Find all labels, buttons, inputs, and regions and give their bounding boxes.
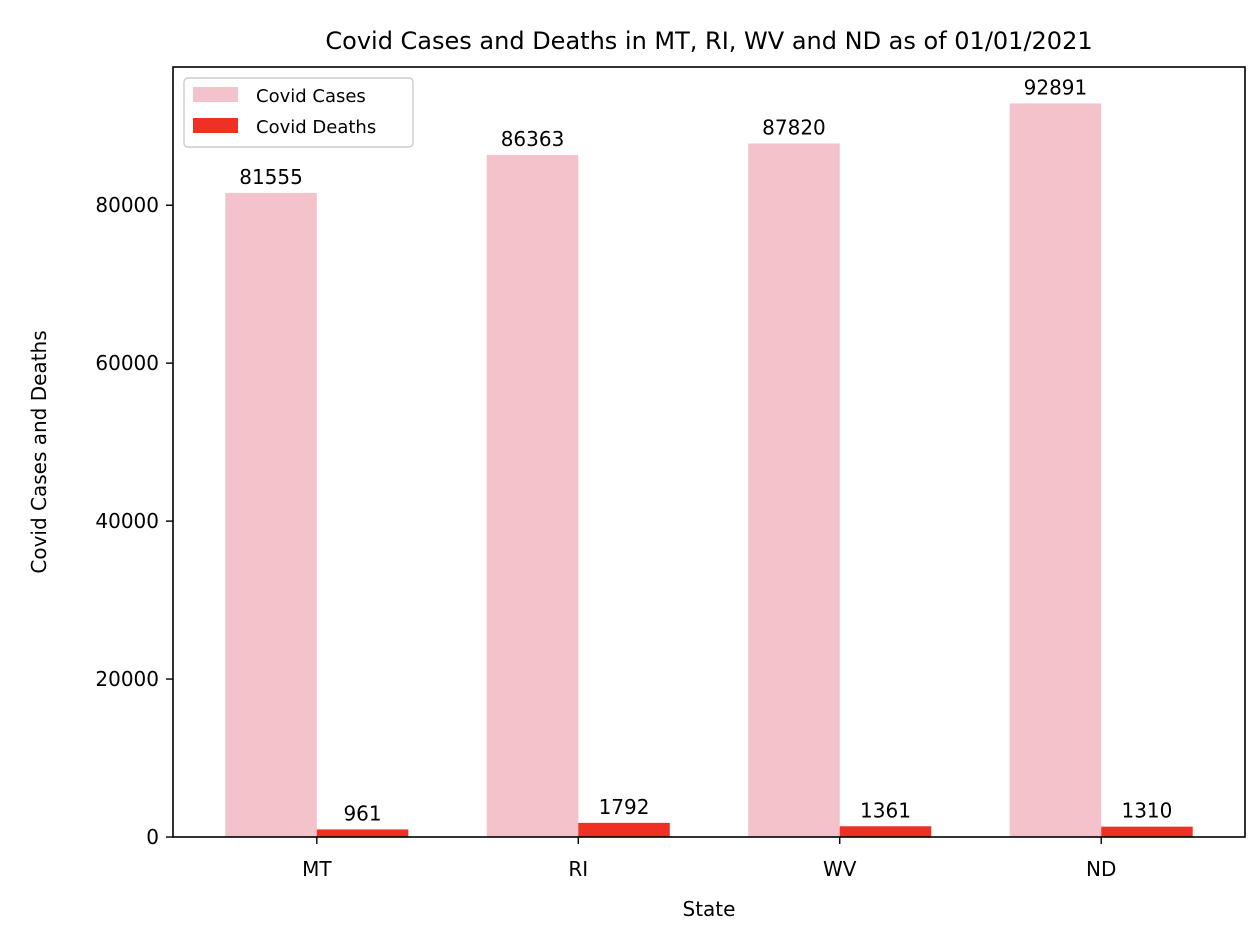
data-label-covid-cases-wv: 87820 xyxy=(762,115,826,139)
data-label-covid-deaths-nd: 1310 xyxy=(1121,799,1172,823)
legend: Covid Cases Covid Deaths xyxy=(183,77,414,148)
bar-covid-deaths-mt xyxy=(316,829,409,837)
bar-covid-cases-wv xyxy=(748,143,840,838)
x-tick-label-wv: WV xyxy=(823,857,857,881)
bar-covid-deaths-wv xyxy=(839,826,932,837)
y-tick-label-20000: 20000 xyxy=(95,667,159,691)
legend-swatch-covid-deaths xyxy=(193,118,238,133)
legend-label-covid-deaths: Covid Deaths xyxy=(256,117,376,138)
plot-frame xyxy=(172,66,1246,838)
legend-box xyxy=(183,77,414,148)
y-tick-label-40000: 40000 xyxy=(95,509,159,533)
data-label-covid-cases-ri: 86363 xyxy=(501,127,565,151)
x-axis-label: State xyxy=(683,897,736,921)
data-label-covid-deaths-wv: 1361 xyxy=(860,798,911,822)
bar-covid-cases-ri xyxy=(486,154,579,838)
bar-covid-deaths-nd xyxy=(1101,826,1193,837)
legend-label-covid-cases: Covid Cases xyxy=(256,86,366,107)
y-tick-label-80000: 80000 xyxy=(95,193,159,217)
x-tick-label-mt: MT xyxy=(302,857,332,881)
data-label-covid-cases-nd: 92891 xyxy=(1024,75,1088,99)
y-axis-label: Covid Cases and Deaths xyxy=(27,330,51,573)
data-label-covid-cases-mt: 81555 xyxy=(239,165,303,189)
data-label-covid-deaths-ri: 1792 xyxy=(599,795,650,819)
plot-area: 81555 961 MT 86363 1792 RI 87820 1361 WV 92891 131… xyxy=(95,75,1193,881)
legend-swatch-covid-cases xyxy=(193,87,238,102)
bar-covid-deaths-ri xyxy=(578,822,670,837)
bar-covid-cases-nd xyxy=(1009,103,1102,837)
bar-covid-cases-mt xyxy=(225,192,317,837)
y-tick-label-0: 0 xyxy=(146,825,159,849)
y-tick-label-60000: 60000 xyxy=(95,351,159,375)
x-tick-label-ri: RI xyxy=(568,857,588,881)
data-label-covid-deaths-mt: 961 xyxy=(343,801,381,825)
x-tick-label-nd: ND xyxy=(1086,857,1116,881)
chart-title: Covid Cases and Deaths in MT, RI, WV and… xyxy=(325,27,1092,55)
